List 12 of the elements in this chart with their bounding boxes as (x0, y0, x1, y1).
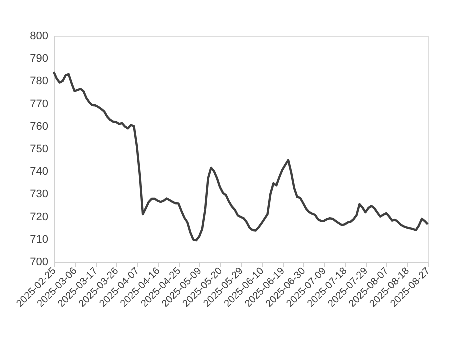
y-tick-label: 720 (30, 211, 48, 224)
y-tick-label: 760 (30, 120, 48, 133)
y-tick-label: 700 (30, 256, 48, 268)
y-tick-label: 800 (30, 30, 48, 42)
line-series (52, 71, 430, 242)
y-tick-label: 710 (30, 234, 48, 246)
y-tick-label: 790 (30, 53, 48, 66)
y-tick-label: 770 (30, 98, 48, 110)
y-tick-label: 730 (30, 188, 48, 201)
y-tick-label: 780 (30, 76, 48, 88)
y-tick-label: 740 (30, 166, 48, 178)
y-tick-label: 750 (30, 144, 48, 156)
